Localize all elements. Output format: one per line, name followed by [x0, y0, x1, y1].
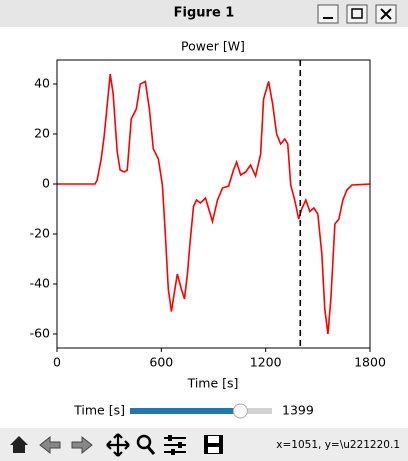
- home-button[interactable]: [10, 436, 28, 453]
- y-tick-label: -60: [30, 326, 50, 341]
- axes-frame: [56, 59, 371, 349]
- y-tick-label: 0: [42, 176, 50, 191]
- maximize-icon: [351, 8, 363, 19]
- y-tick-label: -40: [30, 276, 50, 291]
- maximize-button[interactable]: [346, 4, 368, 24]
- save-button[interactable]: [204, 435, 223, 454]
- y-tick-label: 40: [34, 76, 50, 91]
- chart-title: Power [W]: [181, 39, 245, 54]
- x-tick-label: 600: [149, 355, 173, 370]
- window-buttons: [317, 4, 397, 24]
- minimize-button[interactable]: [317, 4, 339, 24]
- configure-button[interactable]: [164, 435, 186, 455]
- pan-button[interactable]: [106, 433, 130, 457]
- slider-label: Time [s]: [73, 403, 125, 418]
- x-tick-label: 1800: [354, 355, 386, 370]
- back-button[interactable]: [39, 435, 61, 455]
- slider-handle[interactable]: [232, 403, 248, 419]
- data-line: [57, 73, 371, 335]
- slider-value: 1399: [282, 403, 314, 418]
- close-icon: [380, 8, 392, 20]
- zoom-button[interactable]: [136, 434, 156, 455]
- status-text: x=1051, y=\u221220.1: [276, 439, 400, 451]
- x-tick-label: 0: [53, 355, 61, 370]
- plot-area: [57, 60, 370, 348]
- forward-button[interactable]: [71, 435, 93, 455]
- x-axis-label: Time [s]: [187, 376, 239, 391]
- window-title: Figure 1: [174, 6, 235, 21]
- title-bar: [0, 0, 408, 27]
- y-tick-label: 20: [34, 126, 50, 141]
- x-tick-label: 1200: [250, 355, 282, 370]
- toolbar-buttons: [10, 433, 223, 457]
- y-tick-label: -20: [30, 226, 50, 241]
